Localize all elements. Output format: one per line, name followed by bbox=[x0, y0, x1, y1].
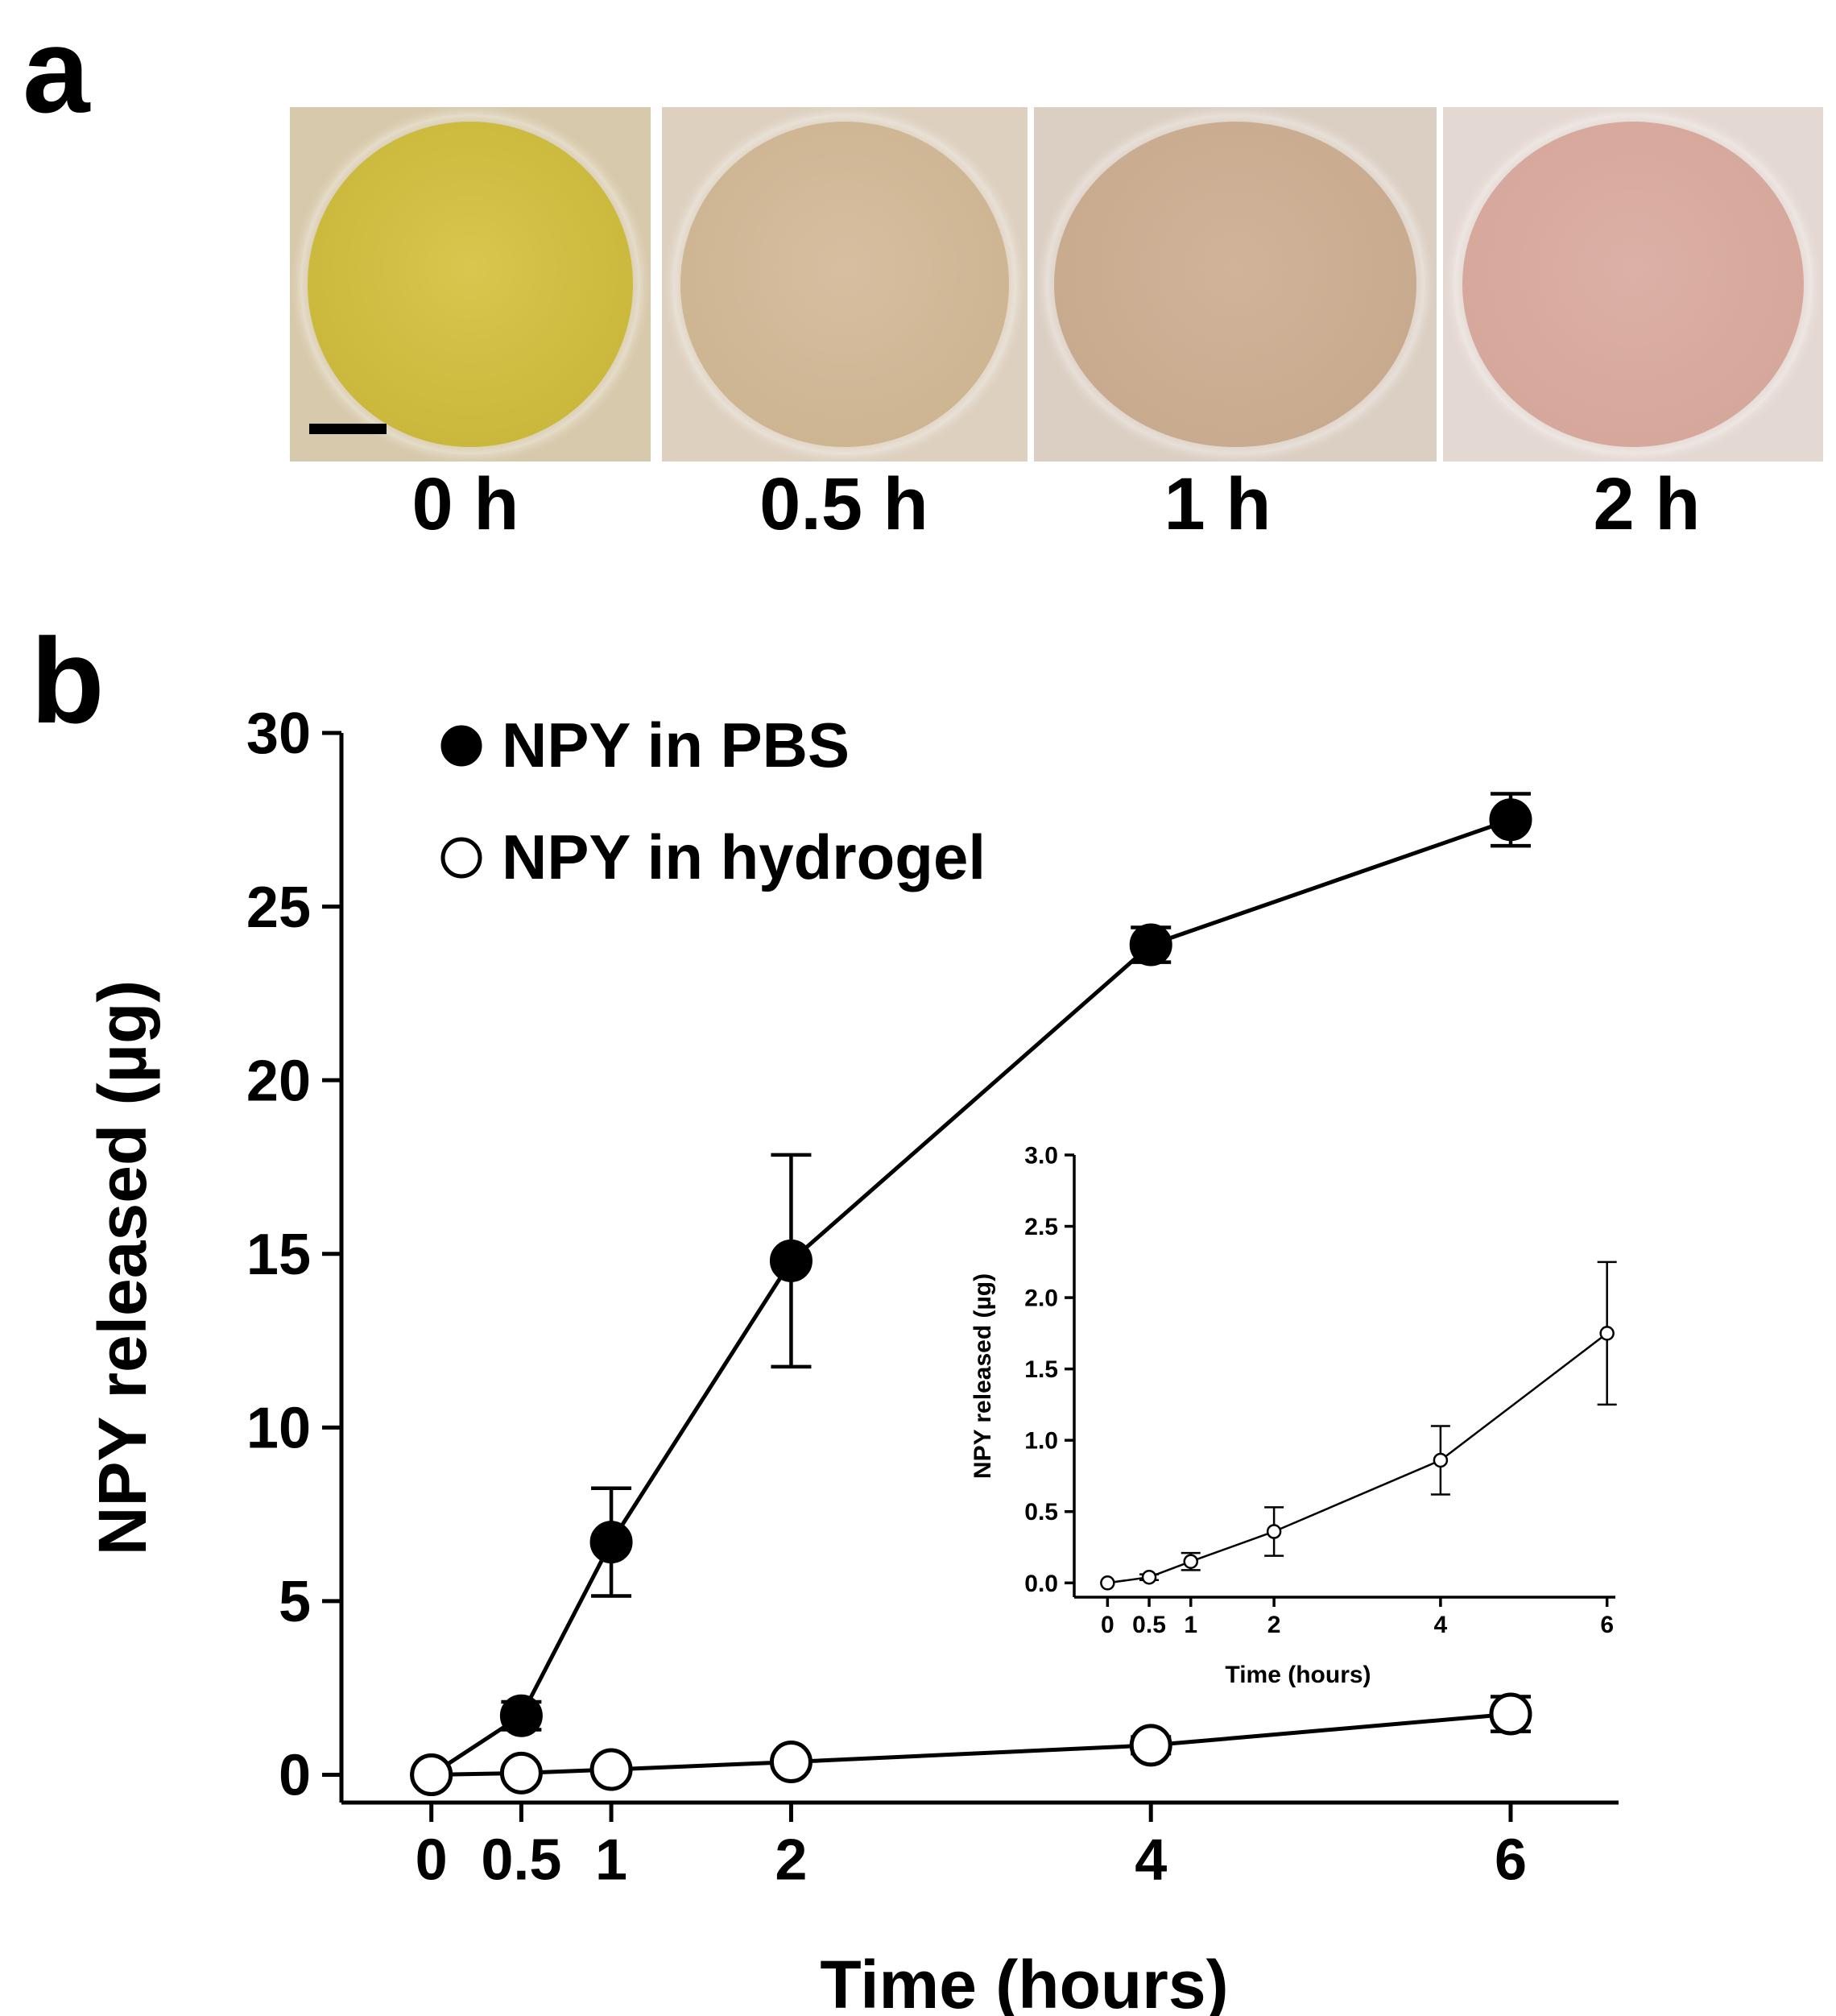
data-point bbox=[1433, 1452, 1449, 1468]
y-tick-label: 3.0 bbox=[1024, 1143, 1058, 1169]
legend-marker-1 bbox=[440, 837, 482, 879]
x-tick-label: 1 bbox=[1184, 1612, 1197, 1638]
legend-label-1: NPY in hydrogel bbox=[502, 822, 986, 892]
well-gel bbox=[1462, 121, 1805, 448]
y-tick-label: 0 bbox=[279, 1744, 311, 1808]
y-tick-label: 2.0 bbox=[1024, 1285, 1058, 1312]
data-point bbox=[589, 1748, 633, 1791]
photo-1h bbox=[1034, 107, 1437, 462]
data-point bbox=[1100, 1575, 1115, 1591]
data-point bbox=[1489, 1692, 1532, 1736]
y-tick-label: 10 bbox=[246, 1397, 311, 1461]
photo-label-0-5h: 0.5 h bbox=[759, 463, 928, 545]
y-tick-label: 0.0 bbox=[1024, 1571, 1058, 1597]
x-tick-label: 0 bbox=[416, 1828, 448, 1893]
well-gel bbox=[680, 121, 1010, 448]
data-point bbox=[410, 1753, 453, 1797]
x-tick-label: 2 bbox=[775, 1828, 807, 1893]
x-tick-label: 4 bbox=[1434, 1612, 1448, 1638]
photo-0-5h bbox=[662, 107, 1028, 462]
y-axis-label: NPY released (µg) bbox=[970, 1273, 996, 1479]
data-point bbox=[769, 1239, 813, 1282]
y-tick-label: 15 bbox=[246, 1223, 311, 1287]
y-tick-label: 2.5 bbox=[1024, 1214, 1058, 1240]
x-axis-label: Time (hours) bbox=[820, 1947, 1228, 2016]
data-point bbox=[1489, 798, 1532, 842]
data-point bbox=[1129, 1724, 1172, 1767]
photo-label-2h: 2 h bbox=[1593, 463, 1701, 545]
data-point bbox=[1141, 1569, 1157, 1585]
y-tick-label: 0.5 bbox=[1024, 1499, 1058, 1525]
x-tick-label: 4 bbox=[1135, 1828, 1167, 1893]
data-point bbox=[499, 1751, 543, 1795]
data-point bbox=[589, 1521, 633, 1564]
x-tick-label: 1 bbox=[595, 1828, 627, 1893]
inset-plot: 0.0 0.5 1.0 1.5 2.0 2.5 3.0 0 0.5 1 2 4 6 Time (hours… bbox=[970, 1143, 1617, 1688]
x-tick-label: 6 bbox=[1495, 1828, 1527, 1893]
y-tick-label: 25 bbox=[246, 876, 311, 940]
panel-b-letter: b bbox=[31, 613, 105, 748]
scale-bar bbox=[309, 424, 387, 434]
data-point bbox=[1129, 923, 1172, 967]
x-axis-label: Time (hours) bbox=[1225, 1662, 1371, 1688]
photo-2h bbox=[1443, 107, 1823, 462]
x-tick-label: 6 bbox=[1600, 1612, 1614, 1638]
data-point bbox=[1599, 1326, 1615, 1341]
data-point bbox=[769, 1741, 813, 1784]
photo-label-0h: 0 h bbox=[411, 463, 519, 545]
y-tick-label: 20 bbox=[246, 1049, 311, 1113]
well-gel bbox=[1054, 121, 1416, 448]
y-axis-label: NPY released (µg) bbox=[85, 980, 160, 1555]
panel-a-letter: a bbox=[23, 2, 90, 138]
y-tick-label: 1.5 bbox=[1024, 1356, 1058, 1383]
series-line-0 bbox=[1107, 1332, 1608, 1584]
data-point bbox=[1266, 1524, 1282, 1539]
photo-label-1h: 1 h bbox=[1164, 463, 1272, 545]
y-tick-label: 5 bbox=[279, 1570, 311, 1634]
legend-label-0: NPY in PBS bbox=[502, 710, 850, 780]
data-point bbox=[1183, 1554, 1198, 1569]
data-point bbox=[499, 1694, 543, 1737]
x-tick-label: 2 bbox=[1267, 1612, 1281, 1638]
x-tick-label: 0 bbox=[1101, 1612, 1114, 1638]
x-tick-label: 0.5 bbox=[1132, 1612, 1166, 1638]
photo-0h bbox=[290, 107, 651, 462]
y-tick-label: 30 bbox=[246, 702, 311, 766]
y-tick-label: 1.0 bbox=[1024, 1428, 1058, 1455]
x-tick-label: 0.5 bbox=[481, 1828, 561, 1893]
legend-marker-0 bbox=[440, 725, 482, 767]
well-gel bbox=[308, 121, 633, 448]
